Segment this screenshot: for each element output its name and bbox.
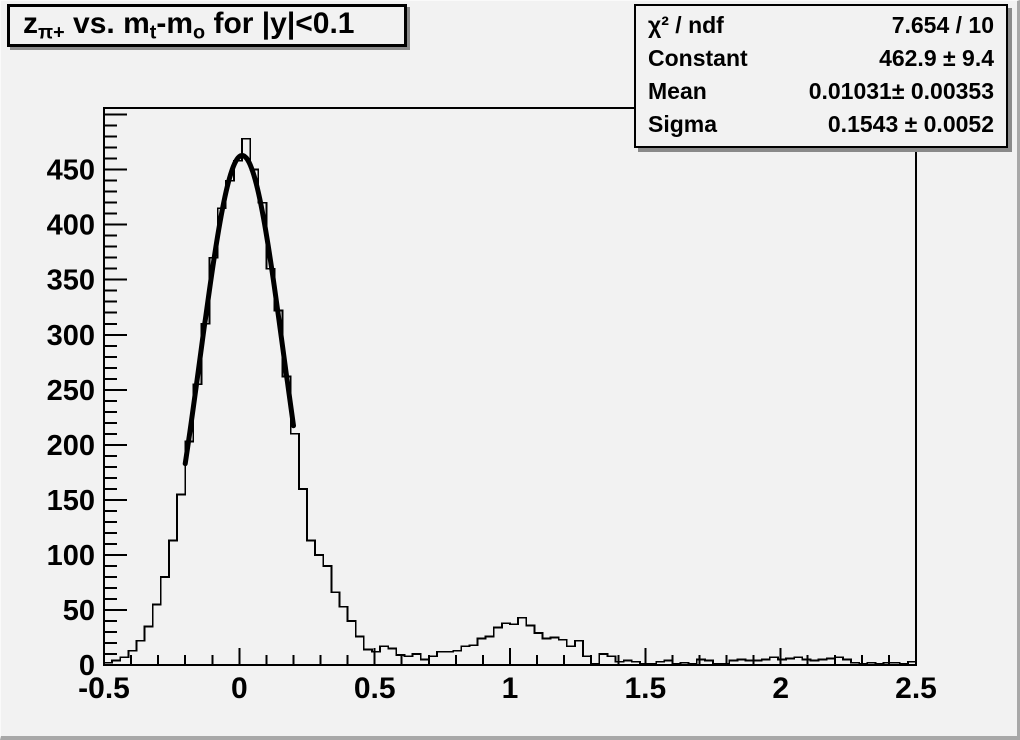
title-segment: -m: [156, 6, 194, 40]
title-segment: π+: [38, 21, 65, 44]
page-title: zπ+ vs. mt-mo for |y|<0.1: [23, 7, 354, 45]
stat-label-chi2: χ² / ndf: [648, 12, 724, 38]
stat-value-constant: 462.9 ± 9.4: [879, 45, 994, 71]
stats-row-sigma: Sigma 0.1543 ± 0.0052: [648, 111, 994, 138]
title-segment: t: [149, 21, 157, 44]
stat-label-sigma: Sigma: [648, 111, 718, 137]
y-axis-labels: 0 50 100 150 200 250 300 350 400 450: [47, 155, 95, 682]
stat-label-mean: Mean: [648, 78, 707, 104]
x-tick-label: 0.5: [354, 672, 396, 705]
title-box: zπ+ vs. mt-mo for |y|<0.1: [7, 4, 407, 47]
y-tick-label: 200: [47, 430, 95, 462]
title-segment: o: [193, 21, 206, 44]
stat-value-chi2: 7.654 / 10: [891, 12, 994, 38]
x-tick-label: 1.5: [624, 672, 666, 705]
title-segment: z: [23, 6, 38, 40]
y-tick-label: 400: [47, 210, 95, 242]
fit-curve: [182, 153, 296, 467]
y-tick-label: 100: [47, 540, 95, 572]
stat-label-constant: Constant: [648, 45, 748, 71]
fit-stats-box: χ² / ndf 7.654 / 10 Constant 462.9 ± 9.4…: [634, 4, 1008, 148]
y-axis-ticks: [104, 113, 127, 666]
y-tick-label: 450: [47, 155, 95, 187]
title-segment: for |y|<0.1: [205, 6, 355, 40]
y-tick-label: 350: [47, 265, 95, 297]
title-segment: vs. m: [64, 6, 150, 40]
stats-row-chi2: χ² / ndf 7.654 / 10: [648, 12, 994, 39]
x-tick-label: -0.5: [78, 672, 130, 705]
y-tick-label: 150: [47, 485, 95, 517]
histogram-series: [103, 137, 917, 665]
x-tick-label: 1: [502, 672, 519, 705]
y-tick-label: 250: [47, 375, 95, 407]
y-tick-label: 50: [63, 595, 95, 627]
x-tick-label: 2: [772, 672, 789, 705]
stat-value-sigma: 0.1543 ± 0.0052: [827, 111, 994, 137]
x-tick-label: 0: [231, 672, 248, 705]
x-axis-labels: -0.5 0 0.5 1 1.5 2 2.5: [78, 672, 937, 705]
x-tick-label: 2.5: [895, 672, 937, 705]
y-tick-label: 300: [47, 320, 95, 352]
y-tick-label: 0: [79, 650, 95, 682]
stats-row-mean: Mean 0.01031± 0.00353: [648, 78, 994, 105]
stat-value-mean: 0.01031± 0.00353: [808, 78, 994, 104]
stats-row-constant: Constant 462.9 ± 9.4: [648, 45, 994, 72]
plot-frame: [103, 107, 917, 666]
